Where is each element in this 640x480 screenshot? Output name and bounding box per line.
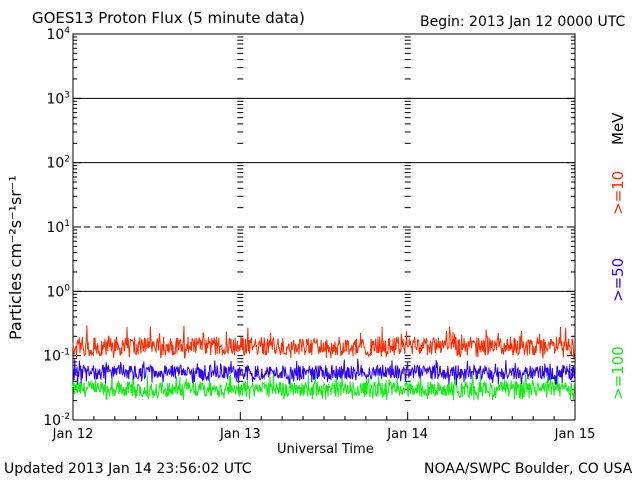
- legend-ge50: >=50: [609, 257, 627, 302]
- updated-time: Updated 2013 Jan 14 23:56:02 UTC: [4, 461, 252, 477]
- x-axis-label: Universal Time: [277, 442, 374, 457]
- y-tick-label: 104: [46, 26, 70, 43]
- x-tick-label: Jan 15: [554, 427, 596, 442]
- x-tick-label: Jan 12: [52, 427, 94, 442]
- y-tick-label: 10-2: [43, 412, 70, 429]
- x-tick-label: Jan 14: [386, 427, 428, 442]
- series-line: [72, 358, 576, 385]
- y-tick-label: 101: [46, 219, 70, 236]
- y-tick-label: 103: [46, 90, 70, 107]
- y-tick-label: 10-1: [43, 348, 70, 365]
- credit: NOAA/SWPC Boulder, CO USA: [424, 461, 633, 477]
- chart-title: GOES13 Proton Flux (5 minute data): [32, 9, 305, 27]
- series-line: [72, 372, 576, 401]
- y-tick-label: 102: [46, 155, 70, 172]
- begin-time: Begin: 2013 Jan 12 0000 UTC: [420, 14, 626, 30]
- x-tick-label: Jan 13: [219, 427, 261, 442]
- legend-unit: MeV: [609, 112, 627, 145]
- series-line: [72, 325, 576, 359]
- legend-ge100: >=100: [609, 346, 627, 400]
- y-axis-label: Particles cm⁻²s⁻¹sr⁻¹: [6, 175, 25, 340]
- legend-ge10: >=10: [609, 170, 627, 215]
- y-tick-label: 100: [46, 283, 70, 300]
- plot-frame: [72, 33, 576, 421]
